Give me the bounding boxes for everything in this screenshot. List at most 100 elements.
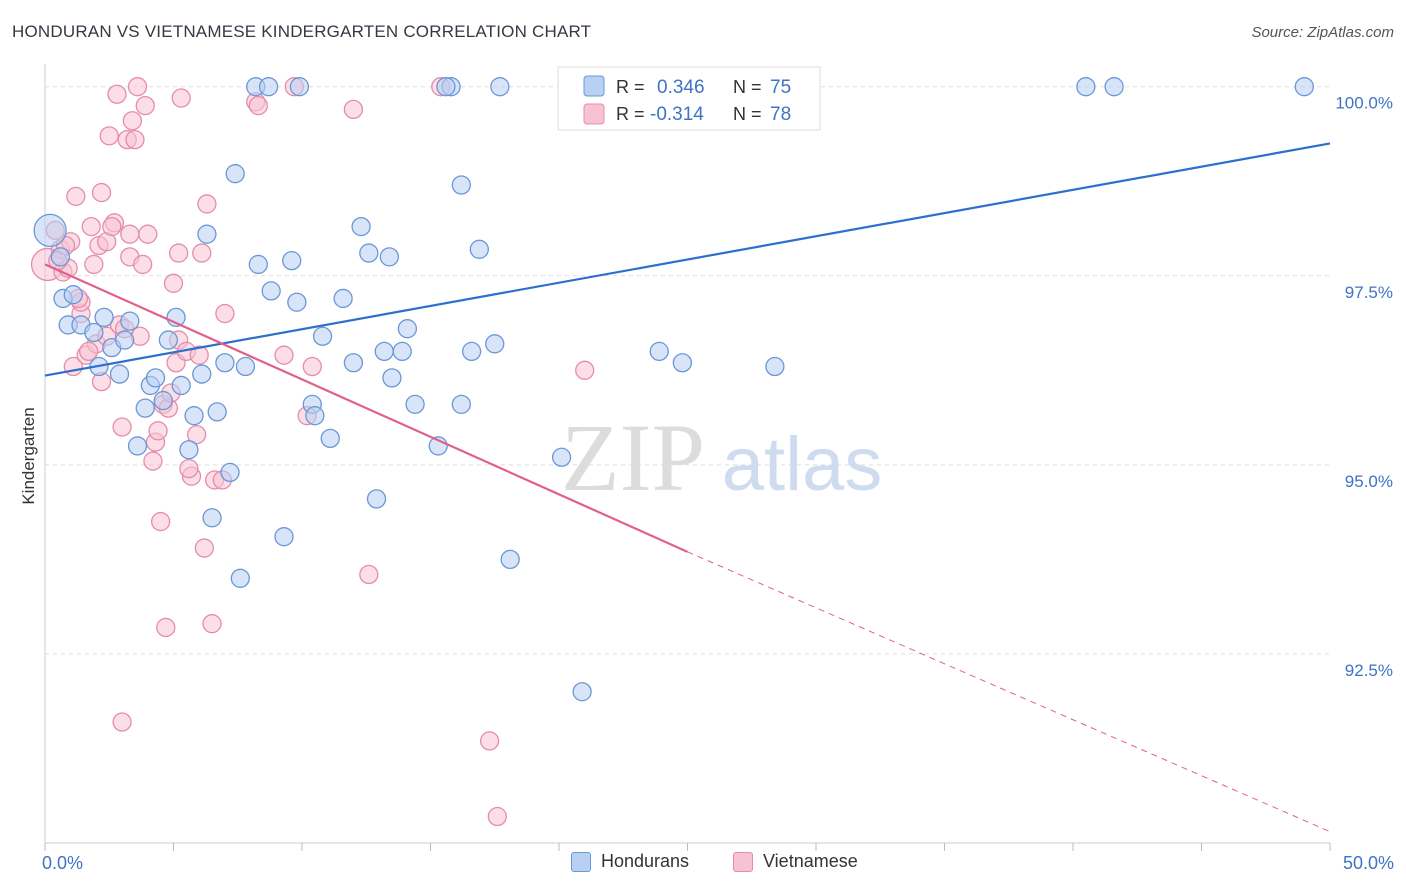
- hondurans-point-67: [1076, 77, 1096, 97]
- vietnamese-point-50: [189, 345, 209, 365]
- vietnamese-point-30: [127, 77, 148, 97]
- vietnamese-point-23: [112, 417, 132, 437]
- hondurans-point-50: [405, 394, 425, 414]
- hondurans-point-6: [84, 322, 104, 343]
- vietnamese-point-51: [192, 243, 212, 263]
- vietnamese-point-21: [107, 84, 127, 104]
- vietnamese-point-12: [84, 254, 104, 275]
- hondurans-point-66: [765, 356, 785, 377]
- hondurans-point-23: [192, 364, 212, 384]
- x-tick-label-0: 0.0%: [42, 853, 83, 873]
- watermark-atlas: atlas: [722, 422, 883, 507]
- legend-label-vietnamese: Vietnamese: [763, 851, 858, 871]
- vietnamese-point-7: [66, 186, 86, 207]
- hondurans-point-33: [261, 281, 281, 301]
- hondurans-point-41: [343, 353, 364, 373]
- vietnamese-point-67: [479, 731, 500, 751]
- tick-labels: 92.5% 95.0% 97.5% 100.0% 0.0% 50.0%: [42, 94, 1394, 873]
- hondurans-point-8: [94, 307, 114, 328]
- y-axis-label: Kindergarten: [19, 407, 38, 504]
- legend-swatch-hondurans: [583, 75, 605, 97]
- legend-stats: R = 0.346 N = 75 R = -0.314 N = 78: [557, 66, 821, 131]
- hondurans-point-74: [305, 406, 325, 426]
- legend-label-hondurans: Hondurans: [601, 851, 690, 871]
- vietnamese-point-27: [120, 224, 140, 244]
- legend-n-label-vietnamese: N =: [733, 104, 762, 124]
- legend-r-value-hondurans: 0.346: [657, 77, 705, 98]
- hondurans-point-13: [127, 436, 148, 456]
- y-tick-label-0: 92.5%: [1345, 661, 1393, 680]
- vietnamese-point-60: [274, 345, 294, 365]
- hondurans-point-72: [289, 77, 310, 97]
- vietnamese-point-49: [186, 424, 207, 445]
- legend-item-hondurans[interactable]: Hondurans: [571, 851, 689, 872]
- hondurans-point-22: [184, 406, 204, 426]
- chart-source: Source: ZipAtlas.com: [1251, 24, 1394, 41]
- hondurans-point-12: [120, 311, 140, 331]
- vietnamese-point-35: [143, 451, 163, 471]
- watermark: ZIP atlas: [561, 404, 882, 511]
- vietnamese-point-64: [343, 99, 364, 120]
- hondurans-point-73: [436, 77, 456, 97]
- hondurans-point-38: [312, 326, 333, 346]
- trend-line-vietnamese-extension: [687, 551, 1331, 833]
- hondurans-point-10: [109, 364, 130, 384]
- hondurans-point-40: [333, 288, 353, 309]
- vietnamese-point-74: [102, 216, 122, 237]
- vietnamese-point-54: [202, 614, 222, 634]
- chart-title: HONDURAN VS VIETNAMESE KINDERGARTEN CORR…: [12, 22, 592, 41]
- vietnamese-point-29: [125, 129, 145, 150]
- hondurans-point-0: [33, 213, 67, 248]
- hondurans-point-30: [235, 356, 256, 377]
- hondurans-point-48: [392, 341, 412, 362]
- trend-lines: [44, 142, 1331, 833]
- hondurans-point-14: [135, 398, 155, 418]
- legend-swatch-hondurans: [571, 851, 591, 872]
- hondurans-point-59: [500, 549, 520, 570]
- vietnamese-point-68: [487, 806, 507, 827]
- y-tick-label-2: 97.5%: [1345, 283, 1393, 302]
- vietnamese-point-52: [194, 538, 214, 558]
- vietnamese-point-73: [79, 341, 99, 362]
- hondurans-point-39: [320, 428, 340, 449]
- legend-item-vietnamese[interactable]: Vietnamese: [733, 851, 858, 872]
- vietnamese-point-53: [197, 194, 217, 214]
- hondurans-point-26: [207, 402, 227, 422]
- hondurans-point-71: [258, 77, 279, 97]
- hondurans-point-62: [649, 341, 669, 362]
- vietnamese-point-32: [133, 254, 153, 275]
- hondurans-point-46: [379, 247, 400, 267]
- hondurans-point-44: [366, 489, 387, 509]
- hondurans-point-25: [202, 508, 222, 528]
- hondurans-point-60: [551, 447, 572, 467]
- vietnamese-point-33: [135, 95, 155, 116]
- hondurans-point-35: [282, 250, 302, 271]
- vietnamese-point-65: [359, 564, 379, 585]
- vietnamese-point-34: [138, 224, 158, 244]
- x-tick-label-1: 50.0%: [1343, 853, 1394, 873]
- hondurans-point-68: [1104, 77, 1124, 97]
- hondurans-point-28: [220, 462, 240, 483]
- vietnamese-point-63: [302, 356, 322, 377]
- series-hondurans-points: [33, 77, 1314, 702]
- legend-series: Hondurans Vietnamese: [0, 851, 1406, 877]
- hondurans-point-16: [145, 368, 166, 388]
- hondurans-point-42: [351, 216, 371, 237]
- watermark-zip: ZIP: [561, 404, 705, 511]
- hondurans-point-29: [230, 568, 250, 588]
- vietnamese-point-42: [163, 273, 184, 293]
- vietnamese-point-46: [171, 88, 191, 108]
- legend-n-value-vietnamese: 78: [770, 104, 791, 125]
- hondurans-point-56: [469, 239, 489, 259]
- legend-swatch-vietnamese: [733, 851, 753, 872]
- hondurans-point-21: [179, 440, 199, 460]
- hondurans-point-58: [490, 77, 510, 97]
- hondurans-point-4: [63, 285, 83, 305]
- y-tick-label-3: 100.0%: [1335, 94, 1393, 113]
- hondurans-point-47: [382, 368, 402, 388]
- legend-n-value-hondurans: 75: [770, 77, 791, 98]
- hondurans-point-54: [451, 394, 471, 414]
- hondurans-point-61: [572, 682, 592, 702]
- vietnamese-point-77: [179, 458, 199, 479]
